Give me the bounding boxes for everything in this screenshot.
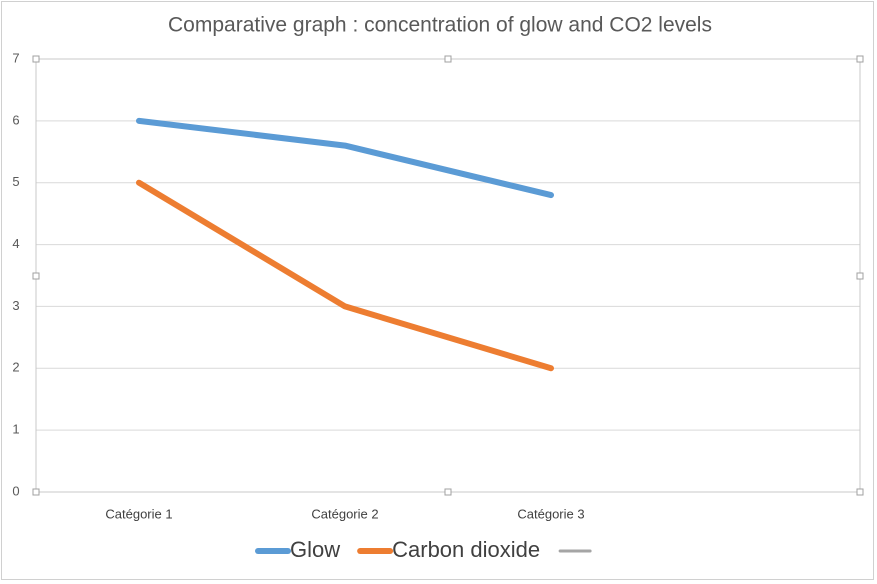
series-line bbox=[136, 179, 554, 372]
grid bbox=[36, 58, 860, 493]
handle bbox=[856, 488, 864, 496]
series-line bbox=[136, 117, 554, 199]
handle bbox=[856, 55, 864, 63]
y-tick-label: 1 bbox=[12, 422, 19, 437]
legend-label: Glow bbox=[290, 537, 340, 562]
selection-handles bbox=[32, 55, 864, 496]
handle bbox=[444, 55, 452, 63]
handle bbox=[32, 488, 40, 496]
y-tick-label: 6 bbox=[12, 112, 19, 127]
y-tick-label: 5 bbox=[12, 174, 19, 189]
chart-title: Comparative graph : concentration of glo… bbox=[168, 14, 712, 37]
y-tick-label: 2 bbox=[12, 360, 19, 375]
y-tick-label: 3 bbox=[12, 298, 19, 313]
y-tick-label: 4 bbox=[12, 236, 19, 251]
x-tick-label: Catégorie 3 bbox=[517, 506, 584, 521]
x-tick-label: Catégorie 2 bbox=[311, 506, 378, 521]
legend-label: Carbon dioxide bbox=[392, 537, 540, 562]
handle bbox=[856, 272, 864, 280]
y-tick-label: 7 bbox=[12, 50, 19, 65]
x-tick-label: Catégorie 1 bbox=[105, 506, 172, 521]
handle bbox=[444, 488, 452, 496]
handle bbox=[32, 55, 40, 63]
y-tick-label: 0 bbox=[12, 483, 19, 498]
marks bbox=[136, 117, 554, 372]
handle bbox=[32, 272, 40, 280]
